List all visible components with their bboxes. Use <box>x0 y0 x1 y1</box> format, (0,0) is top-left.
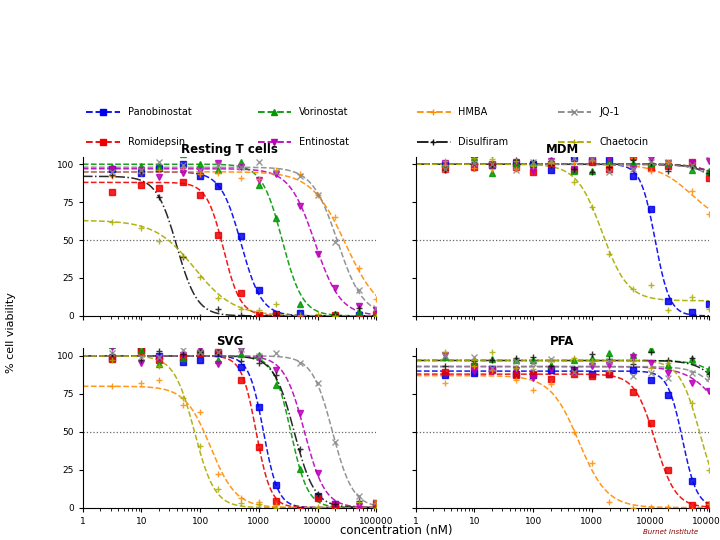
Text: Burnet Institute: Burnet Institute <box>643 529 698 535</box>
Title: SVG: SVG <box>216 335 243 348</box>
Text: JQ-1: JQ-1 <box>599 107 620 117</box>
Text: % cell viability: % cell viability <box>6 292 16 373</box>
Text: Panobinostat: Panobinostat <box>128 107 192 117</box>
Text: Disulfiram: Disulfiram <box>459 137 508 147</box>
Text: HMBA: HMBA <box>459 107 487 117</box>
Title: PFA: PFA <box>550 335 575 348</box>
Text: non-toxic in CNS cells: non-toxic in CNS cells <box>232 66 488 90</box>
Text: Chaetocin: Chaetocin <box>599 137 649 147</box>
Title: MDM: MDM <box>546 143 579 156</box>
Text: concentration (nM): concentration (nM) <box>340 524 452 537</box>
Text: Entinostat: Entinostat <box>300 137 349 147</box>
Text: Vorinostat: Vorinostat <box>300 107 349 117</box>
Title: Resting T cells: Resting T cells <box>181 143 278 156</box>
Text: Romidepsin: Romidepsin <box>128 137 185 147</box>
Text: The majority of transcriptional activators are: The majority of transcriptional activato… <box>95 23 625 47</box>
